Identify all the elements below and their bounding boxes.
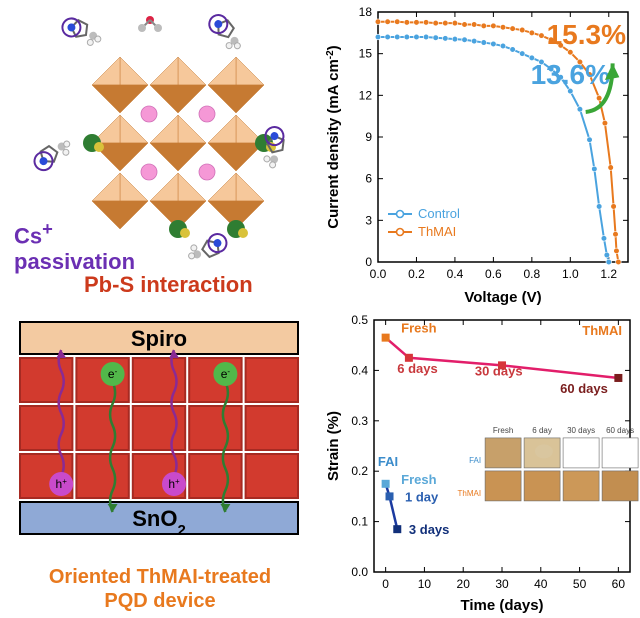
svg-text:Control: Control bbox=[418, 206, 460, 221]
panel-jv-chart: 0.0 0.2 0.4 0.6 0.8 1.0 1.2 0 3 6 9 12 15 18 Voltage (… bbox=[320, 0, 640, 310]
panel-strain-chart: 0 10 20 30 40 50 60 0.0 0.1 0.2 0.3 0.4 0.5 Time (day… bbox=[320, 310, 640, 618]
svg-text:50: 50 bbox=[573, 577, 587, 591]
svg-text:ThMAI: ThMAI bbox=[418, 224, 456, 239]
svg-text:20: 20 bbox=[457, 577, 471, 591]
device-caption-line1: Oriented ThMAI-treated bbox=[0, 565, 320, 589]
svg-text:ThMAI: ThMAI bbox=[458, 489, 482, 498]
svg-text:60 days: 60 days bbox=[560, 381, 608, 396]
svg-text:0.2: 0.2 bbox=[408, 267, 425, 281]
svg-text:0: 0 bbox=[365, 255, 372, 269]
svg-text:0.6: 0.6 bbox=[485, 267, 502, 281]
svg-text:0.4: 0.4 bbox=[447, 267, 464, 281]
svg-text:0.5: 0.5 bbox=[351, 313, 368, 327]
svg-text:Fresh: Fresh bbox=[401, 472, 436, 487]
device-caption-line2: PQD device bbox=[0, 589, 320, 613]
svg-text:60: 60 bbox=[612, 577, 626, 591]
label-cs-passivation: Cs+ passivation bbox=[14, 218, 135, 275]
svg-text:Current density (mA cm-2): Current density (mA cm-2) bbox=[325, 45, 343, 228]
panel-device-stack: SpiroSnO2e-e-h+h+ Oriented ThMAI-treated… bbox=[0, 310, 320, 618]
label-pbs-interaction: Pb-S interaction bbox=[84, 272, 253, 298]
svg-text:1.2: 1.2 bbox=[600, 267, 617, 281]
svg-text:9: 9 bbox=[365, 130, 372, 144]
svg-text:40: 40 bbox=[534, 577, 548, 591]
label-cs-sup: + bbox=[42, 218, 53, 239]
svg-text:6 days: 6 days bbox=[397, 361, 437, 376]
panel-crystal-schematic: Cs+ passivation Pb-S interaction bbox=[0, 0, 320, 310]
svg-text:Strain (%): Strain (%) bbox=[325, 411, 342, 481]
svg-text:30 days: 30 days bbox=[567, 426, 595, 435]
svg-text:3 days: 3 days bbox=[409, 522, 449, 537]
svg-text:Fresh: Fresh bbox=[401, 321, 436, 336]
svg-text:15: 15 bbox=[359, 47, 373, 61]
svg-text:FAI: FAI bbox=[378, 454, 398, 469]
svg-text:3: 3 bbox=[365, 213, 372, 227]
svg-text:30 days: 30 days bbox=[475, 363, 523, 378]
svg-text:6: 6 bbox=[365, 172, 372, 186]
svg-text:1.0: 1.0 bbox=[562, 267, 579, 281]
strain-chart-svg: 0 10 20 30 40 50 60 0.0 0.1 0.2 0.3 0.4 0.5 Time (day… bbox=[320, 310, 640, 618]
svg-text:0.4: 0.4 bbox=[351, 363, 368, 377]
svg-text:Voltage (V): Voltage (V) bbox=[464, 289, 541, 306]
svg-text:18: 18 bbox=[359, 5, 373, 19]
svg-text:0.8: 0.8 bbox=[524, 267, 541, 281]
figure-grid: Cs+ passivation Pb-S interaction 0.00.20… bbox=[0, 0, 640, 618]
svg-text:13.6%: 13.6% bbox=[531, 59, 610, 90]
svg-text:6 day: 6 day bbox=[532, 426, 552, 435]
label-passivation-text: passivation bbox=[14, 249, 135, 274]
svg-text:0.0: 0.0 bbox=[370, 267, 387, 281]
svg-text:10: 10 bbox=[418, 577, 432, 591]
svg-text:0.3: 0.3 bbox=[351, 414, 368, 428]
svg-text:Fresh: Fresh bbox=[493, 426, 513, 435]
svg-text:12: 12 bbox=[359, 88, 373, 102]
svg-text:0.1: 0.1 bbox=[351, 515, 368, 529]
svg-text:Spiro: Spiro bbox=[131, 326, 187, 351]
svg-text:15.3%: 15.3% bbox=[547, 19, 626, 50]
svg-text:Time (days): Time (days) bbox=[460, 597, 543, 614]
label-cs-text: Cs bbox=[14, 223, 42, 248]
svg-text:30: 30 bbox=[495, 577, 509, 591]
svg-text:ThMAI: ThMAI bbox=[582, 323, 622, 338]
jv-chart-svg: 0.0 0.2 0.4 0.6 0.8 1.0 1.2 0 3 6 9 12 15 18 Voltage (… bbox=[320, 0, 640, 310]
svg-text:0.2: 0.2 bbox=[351, 464, 368, 478]
svg-text:0: 0 bbox=[382, 577, 389, 591]
svg-text:FAI: FAI bbox=[469, 456, 481, 465]
device-caption: Oriented ThMAI-treated PQD device bbox=[0, 565, 320, 613]
svg-text:1 day: 1 day bbox=[405, 489, 439, 504]
svg-text:0.0: 0.0 bbox=[351, 565, 368, 579]
svg-text:60 days: 60 days bbox=[606, 426, 634, 435]
